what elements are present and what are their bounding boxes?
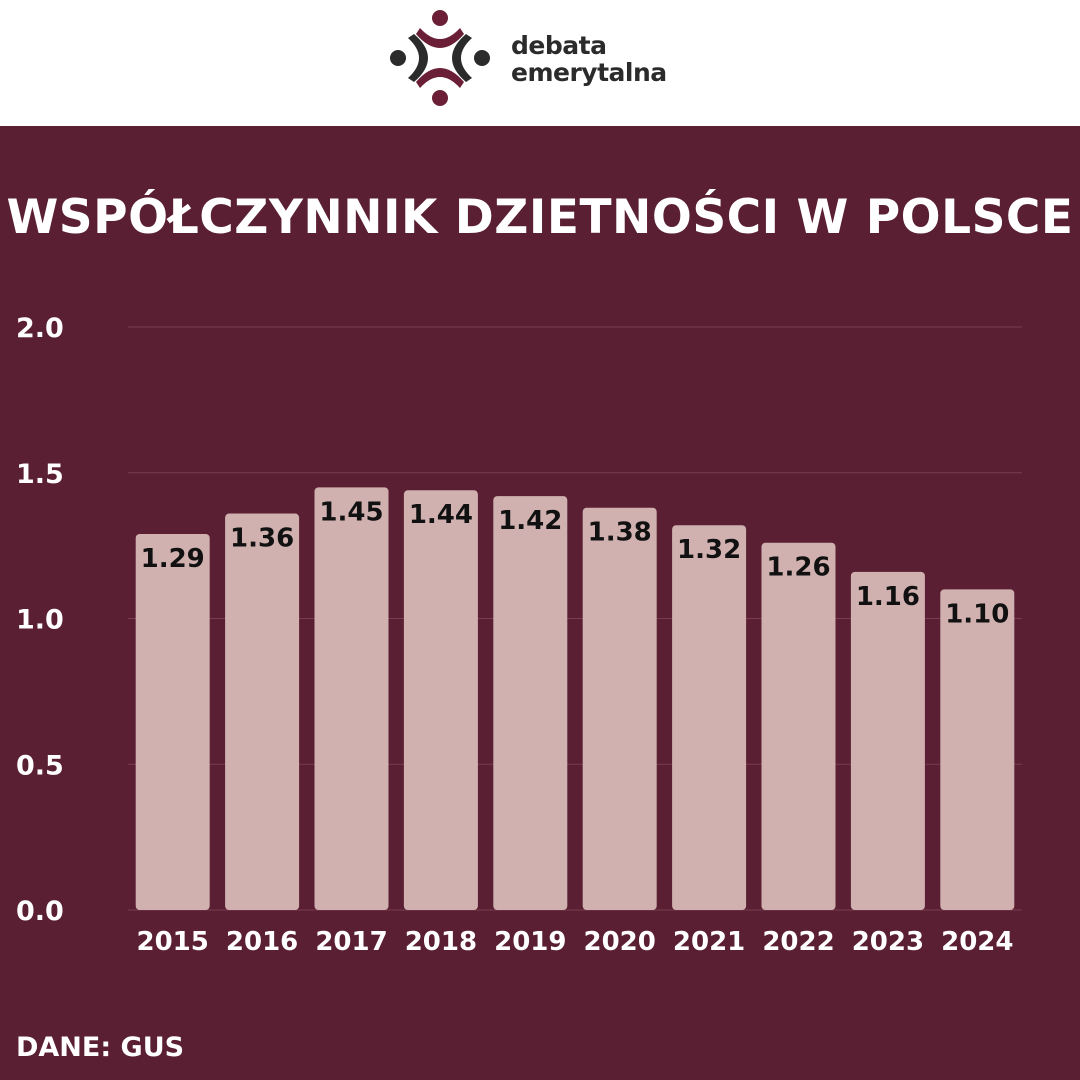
bar-value-label: 1.38: [588, 518, 652, 548]
x-tick-label: 2017: [315, 927, 387, 957]
x-tick-label: 2023: [852, 927, 924, 957]
bar-2020: 1.38 2020: [582, 507, 657, 957]
bar-2019: 1.42 2019: [493, 496, 568, 957]
bar-value-label: 1.10: [945, 599, 1009, 629]
bar-2021: 1.32 2021: [672, 525, 747, 957]
bar-2017: 1.45 2017: [314, 487, 389, 957]
bar: [225, 513, 300, 910]
x-tick-label: 2019: [494, 927, 566, 957]
bar: [493, 496, 568, 910]
bar-value-label: 1.44: [409, 500, 473, 530]
bar-value-label: 1.29: [141, 544, 205, 574]
y-tick-label: 0.5: [16, 750, 64, 781]
bar: [403, 490, 478, 910]
x-tick-label: 2016: [226, 927, 298, 957]
bar-value-label: 1.42: [498, 506, 562, 536]
bar: [850, 571, 925, 910]
x-tick-label: 2015: [137, 927, 209, 957]
bar-2023: 1.16 2023: [850, 571, 925, 957]
x-tick-label: 2022: [762, 927, 834, 957]
bar-value-label: 1.26: [766, 553, 830, 583]
bar: [672, 525, 747, 910]
bar: [135, 533, 210, 910]
x-tick-label: 2021: [673, 927, 745, 957]
bar-2024: 1.10 2024: [940, 589, 1015, 957]
header: debata emerytalna: [0, 0, 1080, 126]
bar-2018: 1.44 2018: [403, 490, 478, 957]
people-circle-logo-icon: [390, 10, 490, 106]
bar-2022: 1.26 2022: [761, 542, 836, 957]
y-tick-label: 1.5: [16, 459, 64, 490]
x-tick-label: 2018: [405, 927, 477, 957]
brand-name: debata emerytalna: [511, 32, 667, 86]
bar: [582, 507, 657, 910]
brand-line-2: emerytalna: [511, 58, 667, 87]
x-tick-label: 2020: [584, 927, 656, 957]
y-tick-label: 2.0: [16, 313, 64, 344]
bar-2015: 1.29 2015: [135, 533, 210, 957]
bar-2016: 1.36 2016: [225, 513, 300, 957]
chart-title: WSPÓŁCZYNNIK DZIETNOŚCI W POLSCE: [6, 190, 1074, 245]
brand-line-1: debata: [511, 31, 607, 60]
bar-value-label: 1.36: [230, 524, 294, 554]
y-tick-label: 1.0: [16, 605, 64, 636]
x-tick-label: 2024: [941, 927, 1013, 957]
data-source: DANE: GUS: [16, 1032, 185, 1063]
y-tick-label: 0.0: [16, 896, 64, 927]
bar: [314, 487, 389, 910]
bar: [761, 542, 836, 910]
bar-value-label: 1.32: [677, 535, 741, 565]
bar: [940, 589, 1015, 910]
bar-value-label: 1.16: [856, 582, 920, 612]
bar-value-label: 1.45: [319, 497, 383, 527]
